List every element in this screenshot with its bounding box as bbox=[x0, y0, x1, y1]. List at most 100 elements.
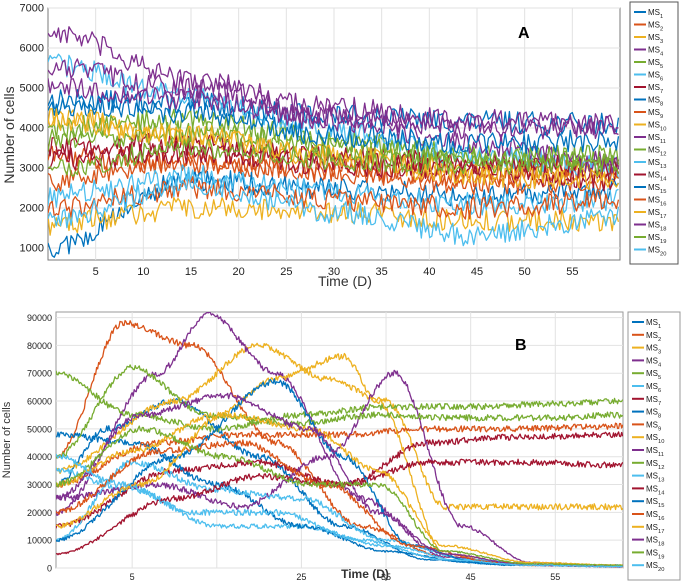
b-y-tick-label: 70000 bbox=[27, 369, 52, 379]
legend-label-a-ms13: MS13 bbox=[648, 158, 666, 170]
legend-label-b-ms9: MS9 bbox=[646, 420, 661, 432]
legend-label-a-ms20: MS20 bbox=[648, 246, 666, 258]
a-x-tick-label: 5 bbox=[93, 266, 99, 278]
series-line-b-ms9 bbox=[56, 422, 623, 488]
panel-a-legend-entries: MS1MS2MS3MS4MS5MS6MS7MS8MS9MS10MS11MS12M… bbox=[634, 8, 667, 258]
legend-label-b-ms11: MS11 bbox=[646, 446, 664, 458]
series-line-a-ms13 bbox=[48, 164, 619, 216]
b-y-tick-label: 90000 bbox=[27, 313, 52, 323]
a-y-tick-label: 3000 bbox=[20, 163, 44, 175]
series-line-b-ms20 bbox=[56, 453, 623, 568]
legend-label-a-ms5: MS5 bbox=[648, 58, 663, 70]
panel-b-x-label: Time (D) bbox=[341, 567, 389, 581]
b-y-tick-label: 10000 bbox=[27, 536, 52, 546]
a-x-tick-label: 45 bbox=[471, 266, 483, 278]
a-x-tick-label: 30 bbox=[328, 266, 340, 278]
panel-a-letter: A bbox=[518, 25, 530, 42]
legend-label-b-ms14: MS14 bbox=[646, 484, 665, 496]
legend-label-a-ms4: MS4 bbox=[648, 46, 664, 58]
b-x-tick-label: 55 bbox=[550, 572, 560, 582]
series-line-b-ms19 bbox=[56, 425, 623, 567]
panel-a: 5 10 15 20 25 30 35 40 45 50 55 1000 2000 3000 4000 50… bbox=[1, 1, 679, 289]
panel-b-y-ticks: 0 10000 20000 30000 40000 50000 60000 70000 8000… bbox=[27, 313, 52, 573]
series-line-b-ms17 bbox=[56, 412, 623, 567]
series-line-a-ms9 bbox=[48, 149, 619, 196]
b-x-tick-label: 25 bbox=[296, 572, 306, 582]
series-line-a-ms18 bbox=[48, 58, 619, 140]
a-y-tick-label: 6000 bbox=[20, 43, 44, 55]
legend-label-b-ms13: MS13 bbox=[646, 472, 664, 484]
legend-label-a-ms15: MS15 bbox=[648, 183, 666, 195]
b-y-tick-label: 80000 bbox=[27, 341, 52, 351]
legend-label-b-ms8: MS8 bbox=[646, 408, 661, 420]
b-y-tick-label: 60000 bbox=[27, 397, 52, 407]
series-line-a-ms15 bbox=[48, 95, 620, 155]
legend-label-b-ms2: MS2 bbox=[646, 331, 661, 343]
series-line-a-ms10 bbox=[48, 196, 620, 236]
a-x-tick-label: 20 bbox=[233, 266, 245, 278]
a-y-tick-label: 5000 bbox=[20, 83, 44, 95]
legend-label-b-ms18: MS18 bbox=[646, 536, 664, 548]
panel-a-series bbox=[48, 26, 620, 258]
panel-a-x-ticks: 5 10 15 20 25 30 35 40 45 50 55 bbox=[93, 266, 579, 278]
a-y-tick-label: 2000 bbox=[20, 203, 44, 215]
legend-label-a-ms14: MS14 bbox=[648, 171, 667, 183]
panel-a-y-label: Number of cells bbox=[1, 86, 17, 183]
panel-b-y-label: Number of cells bbox=[1, 401, 13, 478]
b-y-tick-label: 50000 bbox=[27, 424, 52, 434]
a-x-tick-label: 50 bbox=[519, 266, 531, 278]
series-line-b-ms5 bbox=[56, 370, 623, 433]
legend-label-b-ms20: MS20 bbox=[646, 561, 664, 573]
series-line-b-ms12 bbox=[56, 364, 623, 459]
series-line-a-ms17 bbox=[48, 108, 620, 191]
b-y-tick-label: 40000 bbox=[27, 452, 52, 462]
series-line-a-ms19 bbox=[48, 137, 620, 177]
panel-b-letter: B bbox=[515, 337, 527, 354]
legend-label-a-ms12: MS12 bbox=[648, 146, 666, 158]
series-line-a-ms12 bbox=[48, 120, 620, 168]
legend-label-a-ms18: MS18 bbox=[648, 221, 666, 233]
panel-a-legend bbox=[629, 1, 679, 265]
legend-label-b-ms12: MS12 bbox=[646, 459, 664, 471]
b-y-tick-label: 20000 bbox=[27, 508, 52, 518]
panel-b-series bbox=[56, 312, 623, 568]
series-line-b-ms3 bbox=[56, 342, 623, 511]
a-x-tick-label: 55 bbox=[566, 266, 578, 278]
legend-label-a-ms8: MS8 bbox=[648, 96, 663, 108]
a-y-tick-label: 7000 bbox=[20, 3, 44, 15]
panel-b-legend bbox=[627, 311, 681, 581]
legend-label-a-ms10: MS10 bbox=[648, 121, 666, 133]
a-y-tick-label: 4000 bbox=[20, 123, 44, 135]
legend-label-a-ms11: MS11 bbox=[648, 133, 666, 145]
legend-label-a-ms1: MS1 bbox=[648, 8, 663, 20]
legend-label-b-ms19: MS19 bbox=[646, 548, 664, 560]
panel-b: 5 25 35 45 55 0 10000 20000 30000 40000 50000 6000… bbox=[1, 311, 681, 582]
a-x-tick-label: 25 bbox=[280, 266, 292, 278]
series-line-a-ms20 bbox=[48, 173, 620, 247]
b-x-tick-label: 5 bbox=[130, 572, 135, 582]
legend-label-a-ms19: MS19 bbox=[648, 233, 666, 245]
legend-label-b-ms16: MS16 bbox=[646, 510, 664, 522]
legend-label-a-ms2: MS2 bbox=[648, 21, 663, 33]
a-x-tick-label: 40 bbox=[423, 266, 435, 278]
legend-label-b-ms7: MS7 bbox=[646, 395, 661, 407]
b-y-tick-label: 0 bbox=[47, 564, 52, 574]
panel-b-legend-entries: MS1MS2MS3MS4MS5MS6MS7MS8MS9MS10MS11MS12M… bbox=[632, 318, 665, 573]
a-x-tick-label: 10 bbox=[137, 266, 149, 278]
legend-label-b-ms15: MS15 bbox=[646, 497, 664, 509]
legend-label-a-ms17: MS17 bbox=[648, 208, 666, 220]
legend-label-b-ms4: MS4 bbox=[646, 356, 662, 368]
legend-label-a-ms7: MS7 bbox=[648, 83, 663, 95]
b-x-tick-label: 45 bbox=[466, 572, 476, 582]
legend-label-b-ms3: MS3 bbox=[646, 344, 661, 356]
panel-a-x-label: Time (D) bbox=[318, 273, 372, 289]
legend-label-a-ms3: MS3 bbox=[648, 33, 663, 45]
b-x-tick-label: 35 bbox=[381, 572, 391, 582]
legend-label-b-ms10: MS10 bbox=[646, 433, 664, 445]
b-y-tick-label: 30000 bbox=[27, 480, 52, 490]
legend-label-b-ms5: MS5 bbox=[646, 369, 661, 381]
legend-label-b-ms6: MS6 bbox=[646, 382, 661, 394]
panel-a-y-ticks: 1000 2000 3000 4000 5000 6000 7000 bbox=[20, 3, 44, 255]
legend-label-a-ms9: MS9 bbox=[648, 108, 663, 120]
